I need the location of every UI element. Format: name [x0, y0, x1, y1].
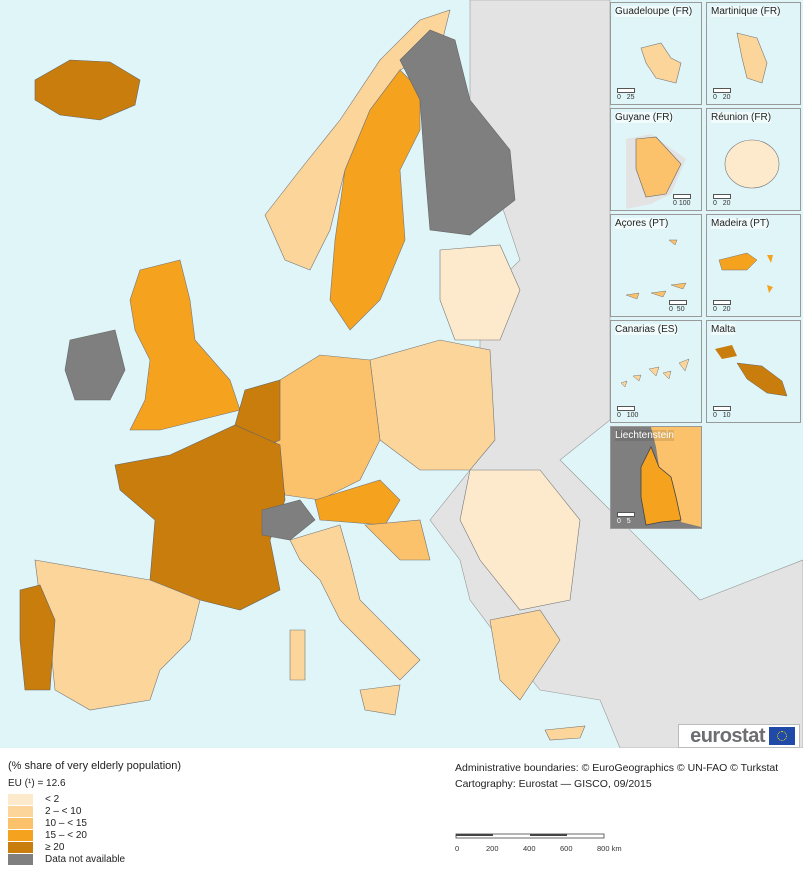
scale-tick: 400	[523, 844, 536, 853]
scale: 0 50	[669, 300, 687, 313]
inset-reunion: Réunion (FR) 0 20	[706, 108, 801, 211]
region-crete	[544, 725, 586, 741]
inset-label: Liechtenstein	[615, 430, 674, 441]
region-ireland	[64, 329, 126, 401]
legend-item: 15 – < 20	[8, 829, 181, 841]
scale: 0 10	[713, 406, 731, 419]
legend-item: ≥ 20	[8, 841, 181, 853]
scale: 0 100	[673, 194, 691, 207]
scale-tick: 600	[560, 844, 573, 853]
legend-item: Data not available	[8, 853, 181, 865]
cartography-credit: Cartography: Eurostat — GISCO, 09/2015	[455, 778, 652, 790]
region-sicily	[359, 684, 401, 716]
scale: 0 5	[617, 512, 635, 525]
region-iceland	[34, 59, 141, 121]
legend-swatch	[8, 793, 33, 805]
eurostat-logo: eurostat	[678, 724, 800, 748]
inset-label: Canarias (ES)	[615, 324, 678, 335]
region-italy	[289, 524, 421, 681]
region-portugal	[19, 584, 56, 691]
inset-guyane: Guyane (FR) 0 100	[610, 108, 702, 211]
legend-label: Data not available	[45, 853, 126, 865]
boundaries-credit: Administrative boundaries: © EuroGeograp…	[455, 762, 779, 774]
legend-label: 10 – < 15	[45, 817, 87, 829]
legend-swatch	[8, 817, 33, 829]
legend-swatch	[8, 805, 33, 817]
region-croatia-slovenia	[364, 519, 431, 561]
scale-tick: 800 km	[597, 844, 622, 853]
inset-label: Guyane (FR)	[615, 112, 673, 123]
legend-label: 15 – < 20	[45, 829, 87, 841]
region-austria	[314, 479, 401, 526]
region-sardinia	[289, 629, 306, 681]
scale-tick: 200	[486, 844, 499, 853]
region-baltics	[439, 244, 521, 341]
scale-tick: 0	[455, 844, 460, 853]
inset-label: Malta	[711, 324, 736, 335]
region-central-east	[369, 339, 496, 471]
scale: 0 25	[617, 88, 635, 101]
credits: Administrative boundaries: © EuroGeograp…	[455, 760, 778, 792]
eu-average: EU (¹) = 12.6	[8, 778, 66, 789]
inset-malta: Malta 0 10	[706, 320, 801, 423]
eu-flag-icon	[769, 727, 795, 745]
region-uk	[129, 259, 241, 431]
scale: 0 100	[617, 406, 638, 419]
legend-item: 10 – < 15	[8, 817, 181, 829]
legend-label: < 2	[45, 793, 60, 805]
region-finland	[399, 29, 516, 236]
inset-label: Réunion (FR)	[711, 112, 772, 123]
inset-label: Açores (PT)	[615, 218, 669, 229]
scale: 0 20	[713, 194, 731, 207]
inset-martinique: Martinique (FR) 0 20	[706, 2, 801, 105]
legend-swatch	[8, 829, 33, 841]
inset-acores: Açores (PT) 0 50	[610, 214, 702, 317]
region-france	[114, 424, 286, 611]
legend-item: 2 – < 10	[8, 805, 181, 817]
inset-canarias: Canarias (ES) 0 100	[610, 320, 702, 423]
legend-item: < 2	[8, 793, 181, 805]
legend-swatch	[8, 853, 33, 865]
region-greece	[489, 609, 561, 701]
inset-madeira: Madeira (PT) 0 20	[706, 214, 801, 317]
logo-text: eurostat	[690, 724, 765, 747]
legend-label: 2 – < 10	[45, 805, 82, 817]
scale: 0 20	[713, 88, 731, 101]
inset-liechtenstein: Liechtenstein 0 5	[610, 426, 702, 529]
region-romania-bulgaria	[459, 469, 581, 611]
inset-label: Martinique (FR)	[711, 6, 781, 17]
legend: (% share of very elderly population) EU …	[8, 760, 181, 865]
inset-guadeloupe: Guadeloupe (FR) 0 25	[610, 2, 702, 105]
legend-label: ≥ 20	[45, 841, 65, 853]
scale-bar: 0 200 400 600 800 km	[455, 832, 622, 854]
region-switzerland	[261, 499, 316, 541]
scale: 0 20	[713, 300, 731, 313]
legend-title: (% share of very elderly population)	[8, 760, 182, 772]
inset-label: Guadeloupe (FR)	[615, 6, 693, 17]
inset-label: Madeira (PT)	[711, 218, 770, 229]
region-sweden	[329, 69, 421, 331]
legend-swatch	[8, 841, 33, 853]
